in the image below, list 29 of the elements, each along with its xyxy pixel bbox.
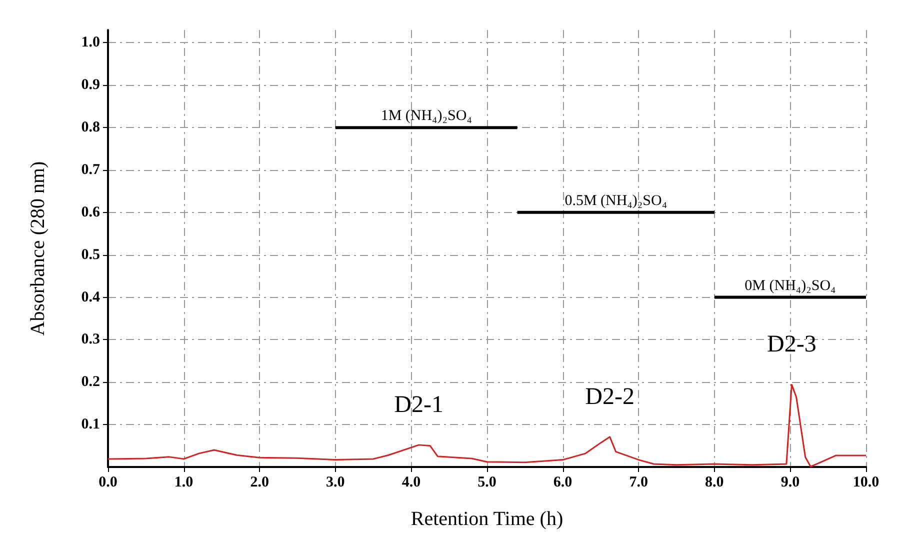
y-axis-title: Absorbance (280 nm) [27,161,49,336]
y-tick-label: 0.1 [81,416,100,433]
annotation: 1M (NH₄)₂SO₄ [380,108,472,124]
y-tick-label: 0.8 [81,120,100,136]
x-tick-label: 7.0 [629,474,648,490]
x-axis-title: Retention Time (h) [410,508,564,530]
annotation: D2-1 [394,392,444,418]
x-tick-label: 0.0 [98,474,118,490]
y-tick-label: 0.2 [81,374,100,390]
x-tick-label: 10.0 [852,474,880,490]
y-tick-label: 0.5 [81,246,100,263]
annotation: 0.5M (NH₄)₂SO₄ [564,192,668,209]
x-tick-label: 9.0 [780,474,800,490]
y-tick-label: 0.6 [81,204,100,220]
x-tick-label: 4.0 [402,474,421,490]
y-tick-label: 1.0 [81,34,100,51]
x-tick-label: 2.0 [250,474,269,490]
y-tick-label: 0.7 [81,162,100,178]
y-tick-label: 0.9 [81,77,100,94]
annotation: 0M (NH₄)₂SO₄ [744,278,836,294]
y-tick-label: 0.4 [81,289,100,306]
x-tick-label: 3.0 [326,474,345,490]
x-tick-label: 5.0 [478,474,496,490]
x-tick-label: 6.0 [553,474,572,490]
annotation: D2-2 [585,384,634,410]
x-tick-label: 1.0 [174,474,194,490]
x-tick-label: 8.0 [705,474,724,490]
annotation: D2-3 [767,332,816,358]
y-tick-label: 0.3 [81,332,100,348]
